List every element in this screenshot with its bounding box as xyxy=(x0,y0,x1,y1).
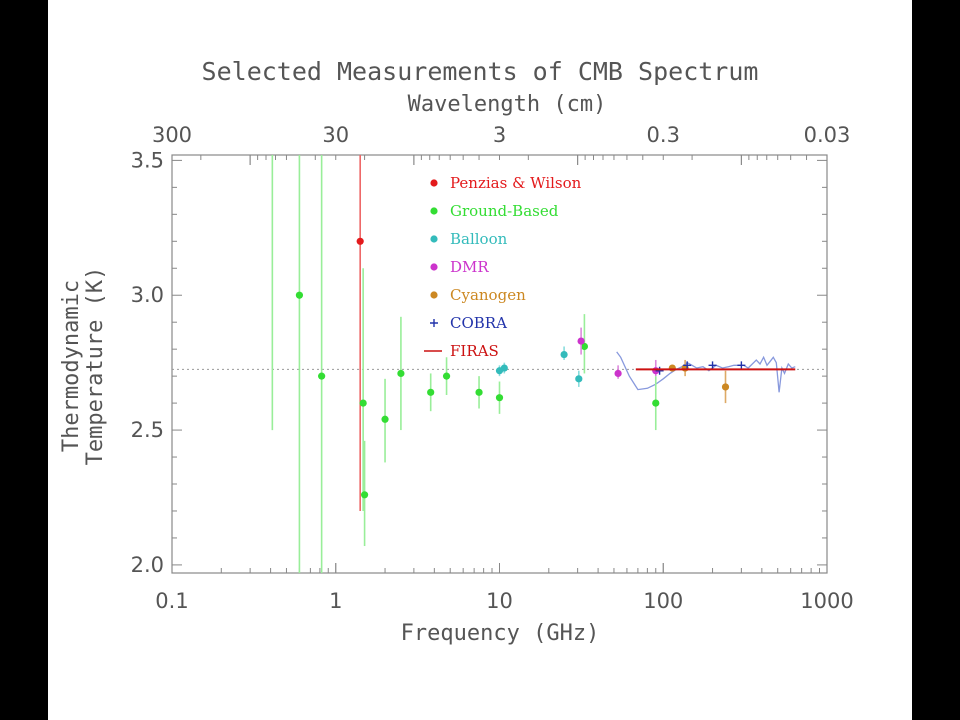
ground-based-point xyxy=(295,291,304,299)
legend-swatch-penzias-wilson xyxy=(430,179,438,187)
top-tick-label: 0.03 xyxy=(804,123,851,147)
cobra-point xyxy=(708,361,717,370)
legend-label-ground-based: Ground-Based xyxy=(450,202,559,220)
cobra-point xyxy=(655,366,664,375)
ground-based-point xyxy=(397,369,405,378)
y-axis-title-line-1: Thermodynamic xyxy=(59,280,84,452)
y-tick-label: 3.0 xyxy=(131,283,164,307)
y-tick-label: 2.0 xyxy=(131,553,164,577)
dmr-point xyxy=(614,369,622,378)
x-tick-label: 1 xyxy=(329,589,342,613)
cobra-point xyxy=(683,361,692,370)
legend-label-cyanogen: Cyanogen xyxy=(450,286,526,304)
chart-title: Selected Measurements of CMB Spectrum xyxy=(202,57,759,86)
balloon-point xyxy=(560,350,568,359)
legend-label-cobra: COBRA xyxy=(450,314,507,332)
legend-swatch-cyanogen xyxy=(430,291,438,299)
top-axis-title: Wavelength (cm) xyxy=(408,92,607,117)
x-tick-label: 0.1 xyxy=(155,589,188,613)
penzias-wilson-point xyxy=(356,237,364,245)
y-tick-label: 3.5 xyxy=(131,148,164,172)
legend-label-dmr: DMR xyxy=(450,258,489,276)
top-tick-label: 3 xyxy=(493,123,506,147)
legend-swatch-cobra xyxy=(430,319,438,327)
top-tick-label: 0.3 xyxy=(647,123,680,147)
balloon-point xyxy=(500,364,508,372)
legend-label-balloon: Balloon xyxy=(450,230,508,248)
ground-based-point xyxy=(318,372,326,380)
y-axis-title-line-2: Temperature (K) xyxy=(83,267,108,466)
cyanogen-point xyxy=(668,364,676,372)
top-tick-label: 300 xyxy=(152,123,192,147)
plot-area: 0.1 1 10 100 1000 300 30 3 0.3 0.03 2.0 2.5 3.0 3.5 xyxy=(131,123,854,613)
y-tick-label: 2.5 xyxy=(131,418,164,442)
x-tick-label: 1000 xyxy=(800,589,853,613)
dmr-point xyxy=(577,337,585,345)
ground-based-point xyxy=(475,388,483,396)
top-tick-label: 30 xyxy=(322,123,349,147)
ground-based-point xyxy=(442,372,451,380)
cobra-trace-line xyxy=(616,351,796,393)
cyanogen-point xyxy=(721,383,730,391)
legend-swatch-dmr xyxy=(430,263,438,271)
x-tick-label: 100 xyxy=(643,589,683,613)
balloon-point xyxy=(575,375,583,383)
legend-swatch-balloon xyxy=(430,235,438,243)
ground-based-point xyxy=(495,394,504,402)
ground-based-point xyxy=(427,388,435,396)
ground-based-point xyxy=(652,399,660,407)
ground-based-point xyxy=(381,415,389,423)
ground-based-point xyxy=(580,342,589,351)
legend-swatch-ground-based xyxy=(430,207,438,215)
x-axis-title: Frequency (GHz) xyxy=(401,621,600,646)
legend: Penzias & Wilson Ground-Based Balloon DMR Cy… xyxy=(424,174,582,360)
x-tick-label: 10 xyxy=(486,589,513,613)
slide-panel xyxy=(48,0,912,720)
cobra-point xyxy=(737,361,746,370)
legend-label-penzias-wilson: Penzias & Wilson xyxy=(450,174,582,192)
ground-based-point xyxy=(359,399,367,407)
ground-based-point xyxy=(360,491,369,499)
legend-label-firas: FIRAS xyxy=(450,342,499,360)
